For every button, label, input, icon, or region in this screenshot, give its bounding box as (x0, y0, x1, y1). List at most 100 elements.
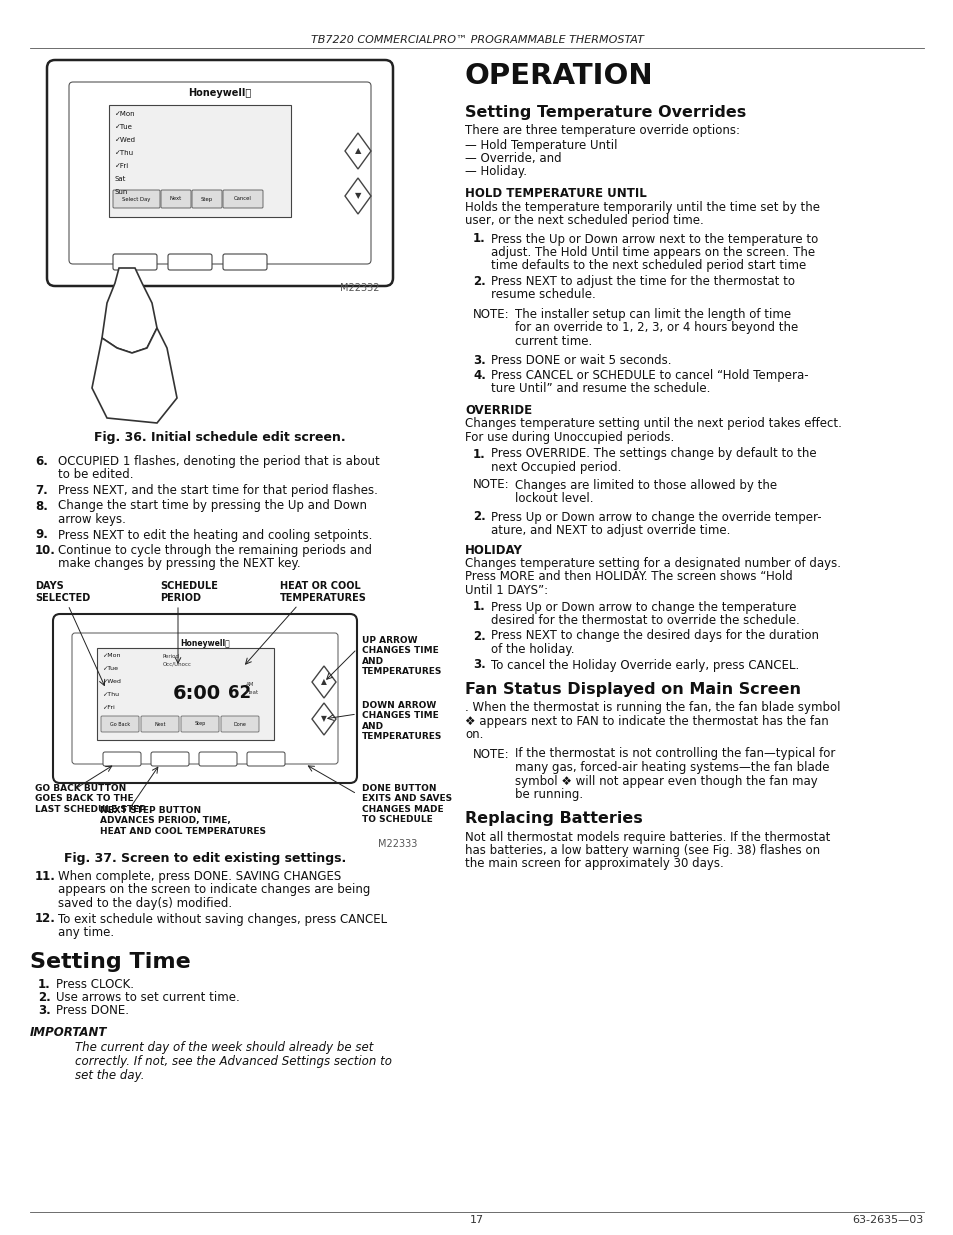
Polygon shape (312, 666, 335, 698)
FancyBboxPatch shape (221, 716, 258, 732)
FancyBboxPatch shape (47, 61, 393, 287)
Text: 4.: 4. (473, 369, 485, 382)
Text: ✓Thu: ✓Thu (115, 149, 134, 156)
Text: 2.: 2. (473, 510, 485, 524)
Text: To cancel the Holiday Override early, press CANCEL.: To cancel the Holiday Override early, pr… (491, 658, 799, 672)
Text: OCCUPIED 1 flashes, denoting the period that is about: OCCUPIED 1 flashes, denoting the period … (58, 454, 379, 468)
Text: ature, and NEXT to adjust override time.: ature, and NEXT to adjust override time. (491, 524, 730, 537)
Text: Changes temperature setting until the next period takes effect.: Changes temperature setting until the ne… (464, 417, 841, 431)
Text: 7.: 7. (35, 484, 48, 496)
Text: appears on the screen to indicate changes are being: appears on the screen to indicate change… (58, 883, 370, 897)
Text: When complete, press DONE. SAVING CHANGES: When complete, press DONE. SAVING CHANGE… (58, 869, 341, 883)
Text: Press Up or Down arrow to change the temperature: Press Up or Down arrow to change the tem… (491, 600, 796, 614)
Text: 1.: 1. (473, 232, 485, 246)
Text: many gas, forced-air heating systems—the fan blade: many gas, forced-air heating systems—the… (515, 761, 828, 774)
FancyBboxPatch shape (199, 752, 236, 766)
Text: OVERRIDE: OVERRIDE (464, 404, 532, 417)
Text: Press NEXT to adjust the time for the thermostat to: Press NEXT to adjust the time for the th… (491, 275, 794, 288)
Text: OPERATION: OPERATION (464, 62, 653, 90)
Text: 6:00: 6:00 (172, 684, 221, 703)
Text: Go Back: Go Back (110, 721, 130, 726)
Text: adjust. The Hold Until time appears on the screen. The: adjust. The Hold Until time appears on t… (491, 246, 814, 259)
Text: There are three temperature override options:: There are three temperature override opt… (464, 124, 740, 137)
FancyBboxPatch shape (161, 190, 191, 207)
Text: 10.: 10. (35, 543, 56, 557)
FancyBboxPatch shape (53, 614, 356, 783)
Text: Press NEXT, and the start time for that period flashes.: Press NEXT, and the start time for that … (58, 484, 377, 496)
Text: ✓Tue: ✓Tue (115, 124, 132, 130)
Text: Press OVERRIDE. The settings change by default to the: Press OVERRIDE. The settings change by d… (491, 447, 816, 461)
Text: Press MORE and then HOLIDAY. The screen shows “Hold: Press MORE and then HOLIDAY. The screen … (464, 571, 792, 583)
Text: desired for the thermostat to override the schedule.: desired for the thermostat to override t… (491, 614, 799, 627)
Text: correctly. If not, see the Advanced Settings section to: correctly. If not, see the Advanced Sett… (75, 1055, 392, 1068)
Text: 3.: 3. (473, 658, 485, 672)
Text: any time.: any time. (58, 926, 114, 939)
Text: Not all thermostat models require batteries. If the thermostat: Not all thermostat models require batter… (464, 830, 829, 844)
Text: ▼: ▼ (355, 191, 361, 200)
FancyBboxPatch shape (223, 254, 267, 270)
Text: 3.: 3. (38, 1004, 51, 1018)
Text: for an override to 1, 2, 3, or 4 hours beyond the: for an override to 1, 2, 3, or 4 hours b… (515, 321, 798, 335)
Text: Select Day: Select Day (122, 196, 151, 201)
Text: HOLIDAY: HOLIDAY (464, 543, 522, 557)
Text: 3.: 3. (473, 353, 485, 367)
Text: DONE BUTTON
EXITS AND SAVES
CHANGES MADE
TO SCHEDULE: DONE BUTTON EXITS AND SAVES CHANGES MADE… (361, 784, 452, 824)
Text: NOTE:: NOTE: (473, 478, 509, 492)
Text: Press NEXT to change the desired days for the duration: Press NEXT to change the desired days fo… (491, 630, 818, 642)
Text: Press DONE or wait 5 seconds.: Press DONE or wait 5 seconds. (491, 353, 671, 367)
Text: ✓Fri: ✓Fri (115, 163, 129, 169)
Text: HoneywellⓇ: HoneywellⓇ (188, 88, 252, 98)
Text: be running.: be running. (515, 788, 582, 802)
FancyBboxPatch shape (151, 752, 189, 766)
Text: 6.: 6. (35, 454, 48, 468)
Polygon shape (312, 703, 335, 735)
Text: AM: AM (246, 682, 254, 687)
FancyBboxPatch shape (223, 190, 263, 207)
Text: 2.: 2. (38, 990, 51, 1004)
Text: ✓Wed: ✓Wed (115, 137, 136, 143)
Text: GO BACK BUTTON
GOES BACK TO THE
LAST SCHEDULE STEP: GO BACK BUTTON GOES BACK TO THE LAST SCH… (35, 784, 146, 814)
Text: Press NEXT to edit the heating and cooling setpoints.: Press NEXT to edit the heating and cooli… (58, 529, 372, 541)
Text: ture Until” and resume the schedule.: ture Until” and resume the schedule. (491, 383, 710, 395)
Text: on.: on. (464, 727, 483, 741)
Text: If the thermostat is not controlling the fan—typical for: If the thermostat is not controlling the… (515, 747, 835, 761)
Text: next Occupied period.: next Occupied period. (491, 461, 620, 474)
Text: For use during Unoccupied periods.: For use during Unoccupied periods. (464, 431, 674, 445)
Text: DAYS
SELECTED: DAYS SELECTED (35, 580, 91, 603)
Text: NEXT STEP BUTTON
ADVANCES PERIOD, TIME,
HEAT AND COOL TEMPERATURES: NEXT STEP BUTTON ADVANCES PERIOD, TIME, … (100, 806, 266, 836)
Text: 17: 17 (470, 1215, 483, 1225)
Text: Continue to cycle through the remaining periods and: Continue to cycle through the remaining … (58, 543, 372, 557)
Text: NOTE:: NOTE: (473, 308, 509, 321)
FancyBboxPatch shape (101, 716, 139, 732)
Text: ✓Fri: ✓Fri (102, 705, 114, 710)
Text: Holds the temperature temporarily until the time set by the: Holds the temperature temporarily until … (464, 200, 820, 214)
FancyBboxPatch shape (247, 752, 285, 766)
Text: Heat: Heat (246, 690, 259, 695)
Text: current time.: current time. (515, 335, 592, 348)
Text: Occ/Unocc: Occ/Unocc (163, 662, 192, 667)
FancyBboxPatch shape (181, 716, 219, 732)
Text: M22333: M22333 (377, 839, 416, 848)
Text: Press Up or Down arrow to change the override temper-: Press Up or Down arrow to change the ove… (491, 510, 821, 524)
Text: ▲: ▲ (355, 147, 361, 156)
Text: Next: Next (170, 196, 182, 201)
Text: — Holiday.: — Holiday. (464, 165, 526, 179)
Text: DOWN ARROW
CHANGES TIME
AND
TEMPERATURES: DOWN ARROW CHANGES TIME AND TEMPERATURES (361, 701, 442, 741)
Text: Sat: Sat (115, 177, 126, 182)
Text: ✓Mon: ✓Mon (115, 111, 135, 117)
Text: 1.: 1. (473, 600, 485, 614)
Text: 1.: 1. (473, 447, 485, 461)
FancyBboxPatch shape (168, 254, 212, 270)
Polygon shape (345, 133, 371, 169)
Text: ✓Wed: ✓Wed (102, 679, 121, 684)
Text: Replacing Batteries: Replacing Batteries (464, 811, 642, 826)
Text: time defaults to the next scheduled period start time: time defaults to the next scheduled peri… (491, 259, 805, 273)
Text: set the day.: set the day. (75, 1068, 144, 1082)
Text: 62: 62 (228, 684, 251, 701)
Text: 2.: 2. (473, 630, 485, 642)
Text: ✓Mon: ✓Mon (102, 653, 120, 658)
Text: HOLD TEMPERATURE UNTIL: HOLD TEMPERATURE UNTIL (464, 186, 646, 200)
Text: Use arrows to set current time.: Use arrows to set current time. (56, 990, 239, 1004)
Text: Press CLOCK.: Press CLOCK. (56, 977, 133, 990)
Text: Step: Step (201, 196, 213, 201)
